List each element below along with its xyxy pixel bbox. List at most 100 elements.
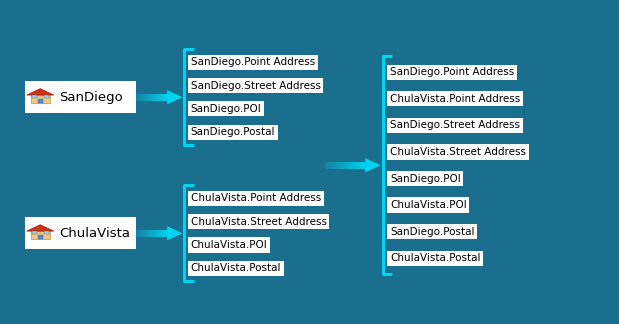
FancyBboxPatch shape bbox=[165, 230, 167, 237]
FancyBboxPatch shape bbox=[326, 162, 327, 169]
FancyBboxPatch shape bbox=[330, 162, 331, 169]
FancyBboxPatch shape bbox=[350, 162, 351, 169]
FancyBboxPatch shape bbox=[143, 230, 144, 237]
FancyBboxPatch shape bbox=[361, 162, 362, 169]
FancyBboxPatch shape bbox=[151, 94, 152, 101]
FancyBboxPatch shape bbox=[146, 94, 147, 101]
Text: SanDiego.POI: SanDiego.POI bbox=[191, 104, 261, 114]
Polygon shape bbox=[27, 225, 54, 231]
FancyBboxPatch shape bbox=[355, 162, 356, 169]
FancyBboxPatch shape bbox=[362, 162, 363, 169]
FancyBboxPatch shape bbox=[147, 230, 148, 237]
FancyBboxPatch shape bbox=[136, 230, 137, 237]
FancyBboxPatch shape bbox=[156, 230, 157, 237]
FancyBboxPatch shape bbox=[38, 235, 43, 239]
FancyBboxPatch shape bbox=[337, 162, 338, 169]
FancyBboxPatch shape bbox=[150, 230, 151, 237]
FancyBboxPatch shape bbox=[154, 230, 155, 237]
FancyBboxPatch shape bbox=[162, 94, 163, 101]
FancyBboxPatch shape bbox=[152, 230, 154, 237]
FancyBboxPatch shape bbox=[332, 162, 333, 169]
FancyBboxPatch shape bbox=[351, 162, 352, 169]
FancyBboxPatch shape bbox=[159, 230, 160, 237]
FancyBboxPatch shape bbox=[32, 231, 37, 234]
FancyBboxPatch shape bbox=[333, 162, 334, 169]
FancyBboxPatch shape bbox=[140, 94, 141, 101]
FancyBboxPatch shape bbox=[165, 94, 167, 101]
FancyBboxPatch shape bbox=[349, 162, 350, 169]
Text: SanDiego.Postal: SanDiego.Postal bbox=[390, 227, 475, 237]
FancyBboxPatch shape bbox=[335, 162, 336, 169]
FancyBboxPatch shape bbox=[157, 230, 158, 237]
FancyBboxPatch shape bbox=[147, 94, 148, 101]
FancyBboxPatch shape bbox=[340, 162, 341, 169]
FancyBboxPatch shape bbox=[327, 162, 328, 169]
FancyBboxPatch shape bbox=[341, 162, 342, 169]
Text: ChulaVista.POI: ChulaVista.POI bbox=[390, 200, 467, 210]
FancyBboxPatch shape bbox=[142, 230, 143, 237]
FancyBboxPatch shape bbox=[25, 217, 136, 249]
FancyBboxPatch shape bbox=[144, 230, 145, 237]
FancyBboxPatch shape bbox=[164, 94, 165, 101]
FancyBboxPatch shape bbox=[354, 162, 355, 169]
FancyBboxPatch shape bbox=[152, 94, 154, 101]
FancyBboxPatch shape bbox=[31, 95, 50, 103]
Text: ChulaVista.Street Address: ChulaVista.Street Address bbox=[191, 217, 327, 226]
FancyBboxPatch shape bbox=[343, 162, 344, 169]
Text: ChulaVista.Point Address: ChulaVista.Point Address bbox=[191, 193, 321, 203]
FancyBboxPatch shape bbox=[162, 230, 163, 237]
FancyBboxPatch shape bbox=[32, 95, 37, 98]
FancyBboxPatch shape bbox=[145, 230, 146, 237]
FancyBboxPatch shape bbox=[137, 94, 139, 101]
Text: ChulaVista: ChulaVista bbox=[59, 227, 130, 240]
FancyBboxPatch shape bbox=[140, 230, 141, 237]
FancyBboxPatch shape bbox=[139, 94, 140, 101]
FancyBboxPatch shape bbox=[156, 94, 157, 101]
FancyBboxPatch shape bbox=[160, 94, 161, 101]
FancyBboxPatch shape bbox=[329, 162, 330, 169]
FancyBboxPatch shape bbox=[136, 94, 137, 101]
FancyBboxPatch shape bbox=[155, 94, 156, 101]
Polygon shape bbox=[167, 90, 183, 104]
FancyBboxPatch shape bbox=[150, 94, 151, 101]
FancyBboxPatch shape bbox=[149, 94, 150, 101]
FancyBboxPatch shape bbox=[149, 230, 150, 237]
FancyBboxPatch shape bbox=[141, 94, 142, 101]
FancyBboxPatch shape bbox=[144, 94, 145, 101]
FancyBboxPatch shape bbox=[151, 230, 152, 237]
Polygon shape bbox=[365, 158, 381, 172]
FancyBboxPatch shape bbox=[163, 94, 164, 101]
FancyBboxPatch shape bbox=[146, 230, 147, 237]
FancyBboxPatch shape bbox=[331, 162, 332, 169]
FancyBboxPatch shape bbox=[158, 230, 159, 237]
Text: ChulaVista.POI: ChulaVista.POI bbox=[191, 240, 267, 250]
FancyBboxPatch shape bbox=[357, 162, 358, 169]
FancyBboxPatch shape bbox=[157, 94, 158, 101]
FancyBboxPatch shape bbox=[164, 230, 165, 237]
Text: SanDiego: SanDiego bbox=[59, 91, 123, 104]
Text: SanDiego.Point Address: SanDiego.Point Address bbox=[191, 57, 315, 67]
FancyBboxPatch shape bbox=[137, 230, 139, 237]
Text: SanDiego.Point Address: SanDiego.Point Address bbox=[390, 67, 514, 77]
Polygon shape bbox=[167, 226, 183, 240]
Text: ChulaVista.Street Address: ChulaVista.Street Address bbox=[390, 147, 526, 157]
FancyBboxPatch shape bbox=[360, 162, 361, 169]
FancyBboxPatch shape bbox=[161, 94, 162, 101]
FancyBboxPatch shape bbox=[348, 162, 349, 169]
FancyBboxPatch shape bbox=[139, 230, 140, 237]
FancyBboxPatch shape bbox=[363, 162, 364, 169]
FancyBboxPatch shape bbox=[145, 94, 146, 101]
Text: ChulaVista.Point Address: ChulaVista.Point Address bbox=[390, 94, 520, 104]
FancyBboxPatch shape bbox=[339, 162, 340, 169]
FancyBboxPatch shape bbox=[334, 162, 335, 169]
FancyBboxPatch shape bbox=[141, 230, 142, 237]
FancyBboxPatch shape bbox=[163, 230, 164, 237]
FancyBboxPatch shape bbox=[25, 81, 136, 113]
FancyBboxPatch shape bbox=[345, 162, 346, 169]
FancyBboxPatch shape bbox=[346, 162, 347, 169]
FancyBboxPatch shape bbox=[44, 95, 49, 98]
FancyBboxPatch shape bbox=[336, 162, 337, 169]
FancyBboxPatch shape bbox=[161, 230, 162, 237]
FancyBboxPatch shape bbox=[142, 94, 143, 101]
FancyBboxPatch shape bbox=[159, 94, 160, 101]
